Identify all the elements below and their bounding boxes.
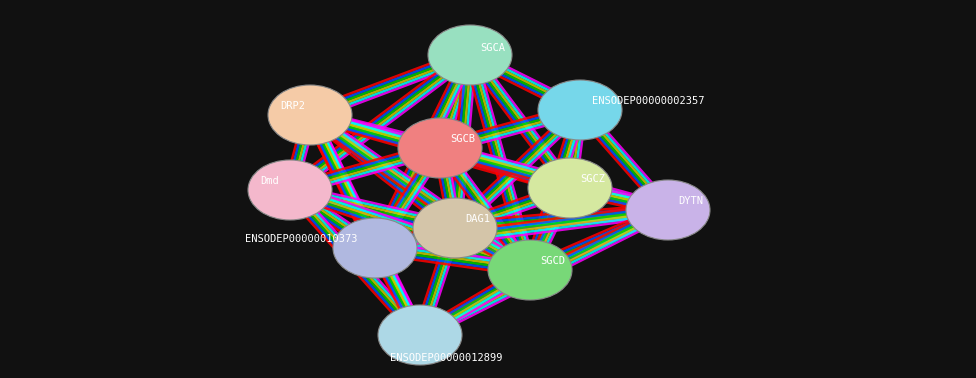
Ellipse shape (398, 118, 482, 178)
Text: SGCZ: SGCZ (580, 174, 605, 184)
Text: ENSODEP00000010373: ENSODEP00000010373 (245, 234, 357, 244)
Text: DYTN: DYTN (678, 196, 703, 206)
Text: DAG1: DAG1 (465, 214, 490, 224)
Ellipse shape (268, 85, 352, 145)
Ellipse shape (413, 198, 497, 258)
Text: DRP2: DRP2 (280, 101, 305, 111)
Text: ENSODEP00000012899: ENSODEP00000012899 (390, 353, 503, 363)
Ellipse shape (626, 180, 710, 240)
Text: Dmd: Dmd (260, 176, 279, 186)
Ellipse shape (248, 160, 332, 220)
Text: SGCB: SGCB (450, 134, 475, 144)
Ellipse shape (333, 218, 417, 278)
Ellipse shape (378, 305, 462, 365)
Ellipse shape (428, 25, 512, 85)
Ellipse shape (528, 158, 612, 218)
Text: SGCD: SGCD (540, 256, 565, 266)
Ellipse shape (538, 80, 622, 140)
Text: ENSODEP00000002357: ENSODEP00000002357 (592, 96, 705, 106)
Ellipse shape (488, 240, 572, 300)
Text: SGCA: SGCA (480, 43, 505, 53)
